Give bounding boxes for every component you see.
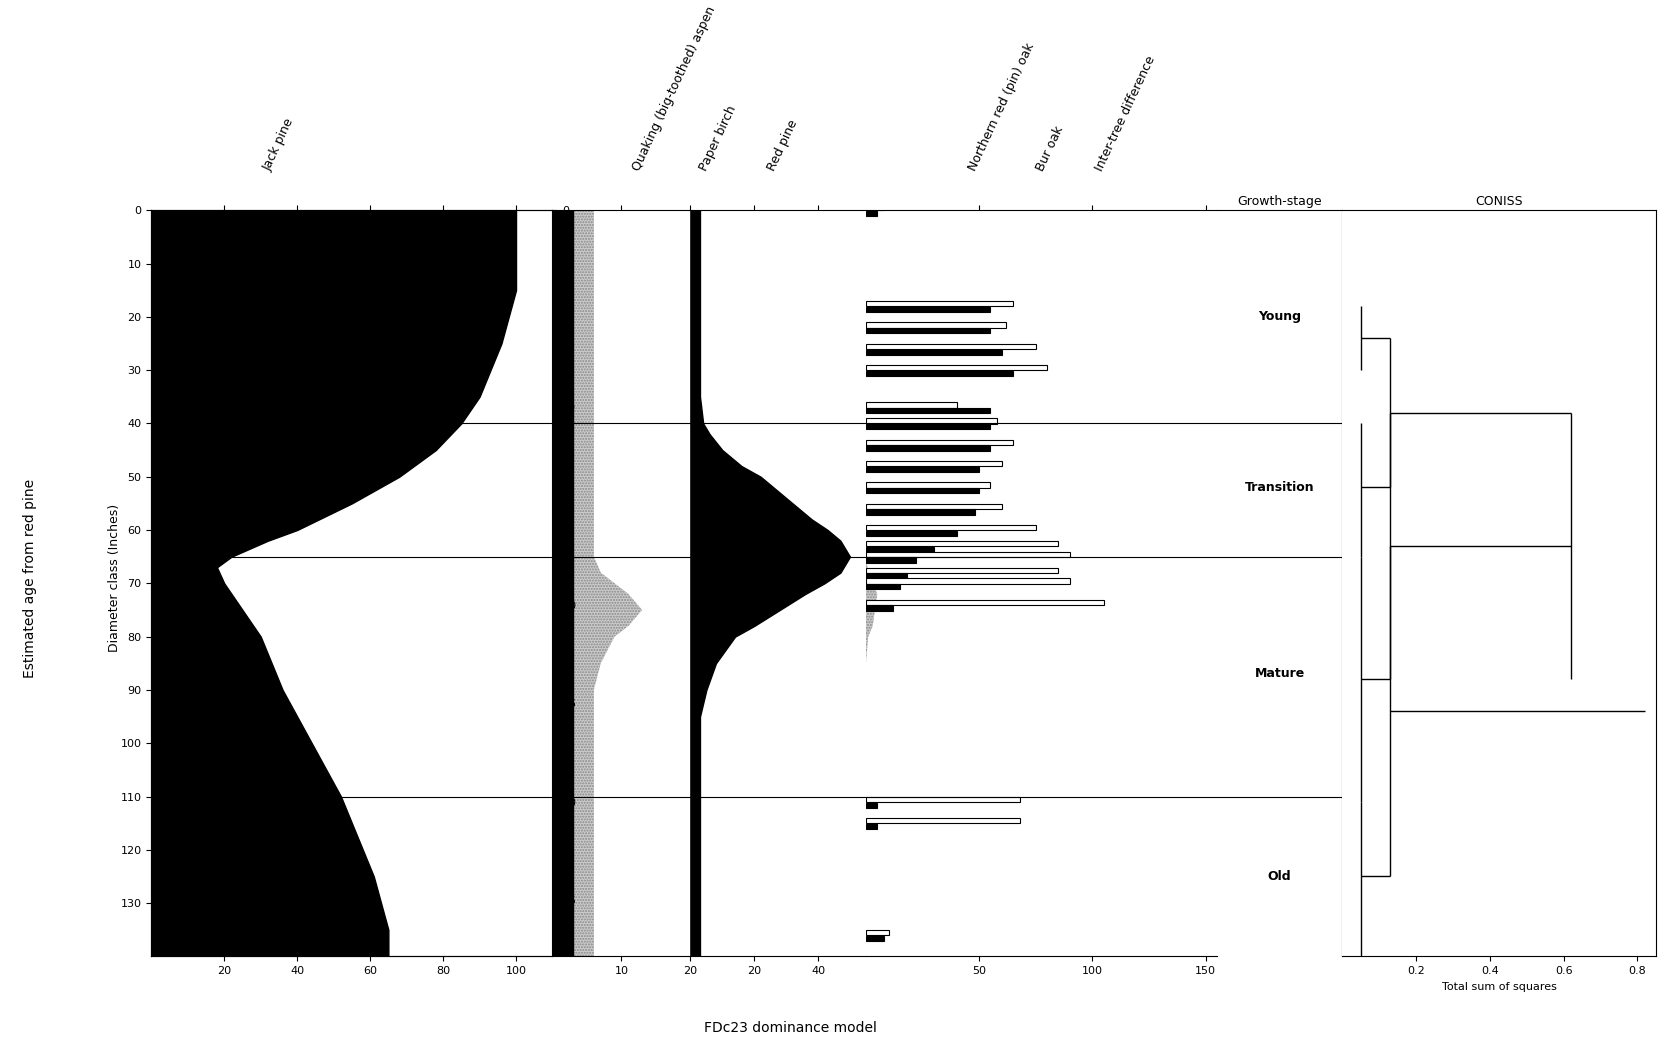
Bar [865, 605, 892, 611]
Bar [865, 344, 1035, 349]
Bar [865, 584, 899, 590]
Bar [865, 446, 990, 451]
Bar [865, 578, 1068, 583]
Bar [865, 205, 884, 210]
Bar [865, 211, 877, 217]
Bar [865, 403, 956, 408]
Bar [865, 930, 889, 935]
Bar [865, 824, 877, 829]
Bar [865, 482, 990, 488]
Bar [865, 461, 1001, 467]
Text: Diameter class (Inches): Diameter class (Inches) [108, 504, 121, 652]
Bar [865, 524, 1035, 531]
Bar [865, 599, 1104, 605]
Text: Red pine: Red pine [764, 118, 800, 173]
Bar [865, 371, 1013, 376]
Bar [865, 568, 1058, 573]
Bar [865, 350, 1001, 355]
Bar [865, 301, 1013, 307]
Bar [865, 503, 1001, 509]
Bar [865, 439, 1013, 445]
Bar [865, 797, 1020, 802]
Bar [865, 307, 990, 312]
Bar [865, 531, 956, 536]
Bar [865, 365, 1047, 370]
Bar [865, 425, 990, 430]
Text: Old: Old [1267, 870, 1290, 883]
Text: Bur oak: Bur oak [1033, 124, 1065, 173]
Bar [865, 803, 877, 808]
Bar [865, 328, 990, 333]
Bar [865, 418, 996, 424]
Bar [865, 935, 884, 941]
Text: Mature: Mature [1253, 667, 1304, 680]
Text: Northern red (pin) oak: Northern red (pin) oak [966, 41, 1037, 173]
Bar [865, 510, 974, 515]
X-axis label: Total sum of squares: Total sum of squares [1441, 982, 1556, 992]
Text: Paper birch: Paper birch [697, 104, 739, 173]
Text: FDc23 dominance model: FDc23 dominance model [704, 1022, 875, 1035]
Bar [865, 547, 934, 552]
Text: Quaking (big-toothed) aspen: Quaking (big-toothed) aspen [630, 4, 717, 173]
Text: Transition: Transition [1245, 481, 1314, 494]
Bar [865, 323, 1006, 328]
Title: CONISS: CONISS [1475, 194, 1522, 208]
Bar [865, 552, 1068, 557]
Text: Inter-tree difference: Inter-tree difference [1092, 54, 1158, 173]
Title: Growth-stage: Growth-stage [1236, 194, 1320, 208]
Bar [865, 541, 1058, 547]
Bar [865, 557, 916, 562]
Bar [865, 467, 978, 472]
Bar [865, 574, 906, 579]
Text: Young: Young [1257, 310, 1300, 324]
Bar [865, 818, 1020, 823]
Bar [865, 488, 978, 493]
Text: Estimated age from red pine: Estimated age from red pine [24, 478, 37, 678]
Text: Jack pine: Jack pine [260, 117, 296, 173]
Bar [865, 408, 990, 413]
